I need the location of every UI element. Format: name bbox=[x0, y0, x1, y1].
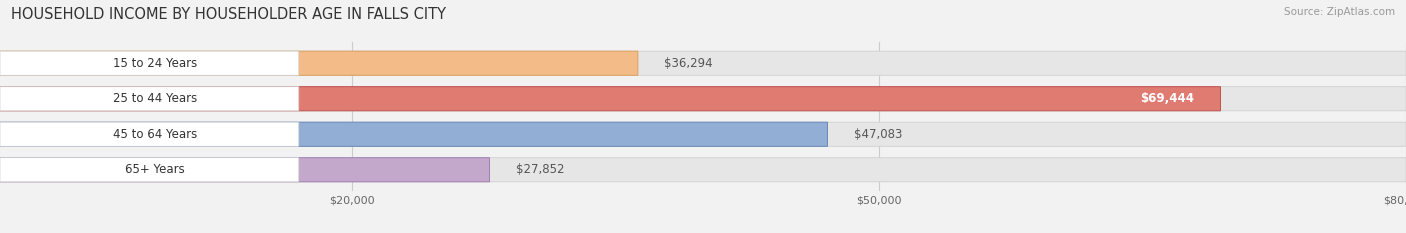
FancyBboxPatch shape bbox=[0, 158, 298, 182]
FancyBboxPatch shape bbox=[0, 122, 1406, 146]
Text: $47,083: $47,083 bbox=[853, 128, 903, 141]
FancyBboxPatch shape bbox=[0, 87, 1220, 111]
FancyBboxPatch shape bbox=[0, 122, 298, 146]
FancyBboxPatch shape bbox=[0, 51, 298, 75]
Text: Source: ZipAtlas.com: Source: ZipAtlas.com bbox=[1284, 7, 1395, 17]
Text: 15 to 24 Years: 15 to 24 Years bbox=[114, 57, 197, 70]
Text: 65+ Years: 65+ Years bbox=[125, 163, 186, 176]
FancyBboxPatch shape bbox=[0, 87, 1406, 111]
FancyBboxPatch shape bbox=[0, 51, 638, 75]
Text: HOUSEHOLD INCOME BY HOUSEHOLDER AGE IN FALLS CITY: HOUSEHOLD INCOME BY HOUSEHOLDER AGE IN F… bbox=[11, 7, 446, 22]
FancyBboxPatch shape bbox=[0, 158, 1406, 182]
FancyBboxPatch shape bbox=[0, 158, 489, 182]
FancyBboxPatch shape bbox=[0, 122, 828, 146]
Text: $27,852: $27,852 bbox=[516, 163, 564, 176]
FancyBboxPatch shape bbox=[0, 51, 1406, 75]
Text: $36,294: $36,294 bbox=[664, 57, 713, 70]
Text: $69,444: $69,444 bbox=[1140, 92, 1194, 105]
Text: 45 to 64 Years: 45 to 64 Years bbox=[114, 128, 197, 141]
Text: 25 to 44 Years: 25 to 44 Years bbox=[114, 92, 197, 105]
FancyBboxPatch shape bbox=[0, 87, 298, 111]
